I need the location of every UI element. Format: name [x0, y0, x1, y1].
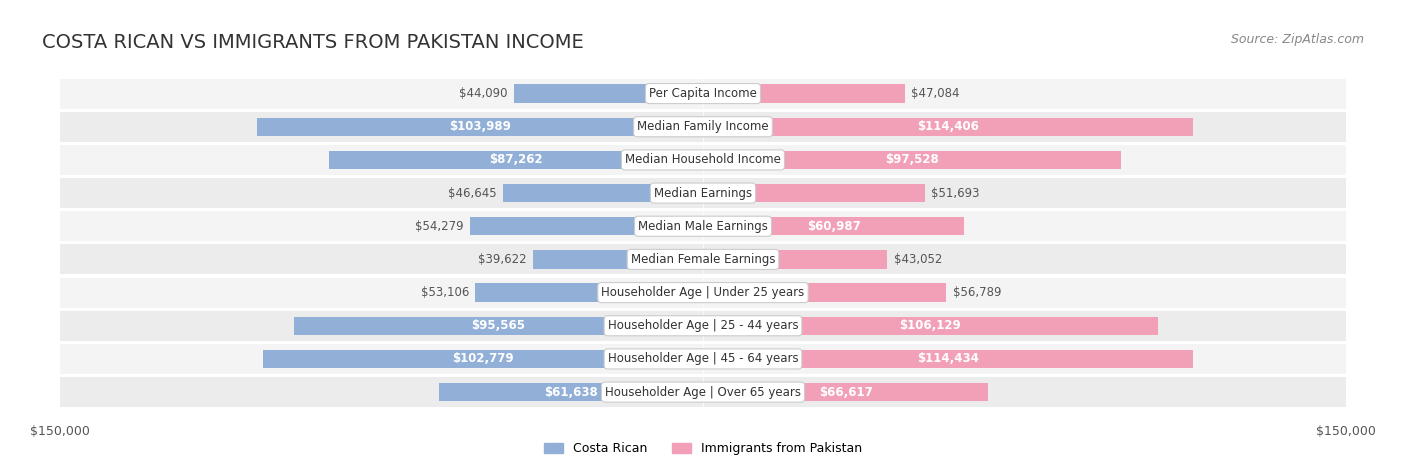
Text: $47,084: $47,084: [911, 87, 960, 100]
Text: $114,406: $114,406: [917, 120, 979, 133]
Text: Median Female Earnings: Median Female Earnings: [631, 253, 775, 266]
Text: $87,262: $87,262: [489, 154, 543, 166]
FancyBboxPatch shape: [60, 245, 1346, 274]
Text: $43,052: $43,052: [894, 253, 942, 266]
Text: Median Male Earnings: Median Male Earnings: [638, 220, 768, 233]
Text: $102,779: $102,779: [451, 353, 513, 366]
FancyBboxPatch shape: [60, 145, 1346, 175]
FancyBboxPatch shape: [60, 278, 1346, 308]
Bar: [703, 217, 965, 235]
Text: Per Capita Income: Per Capita Income: [650, 87, 756, 100]
Bar: [515, 85, 703, 103]
Text: $39,622: $39,622: [478, 253, 527, 266]
Bar: [471, 217, 703, 235]
Text: Source: ZipAtlas.com: Source: ZipAtlas.com: [1230, 33, 1364, 46]
Legend: Costa Rican, Immigrants from Pakistan: Costa Rican, Immigrants from Pakistan: [538, 437, 868, 460]
Text: $46,645: $46,645: [449, 187, 496, 199]
Bar: [257, 118, 703, 136]
FancyBboxPatch shape: [60, 112, 1346, 142]
Text: $53,106: $53,106: [420, 286, 470, 299]
Bar: [703, 85, 904, 103]
Text: $51,693: $51,693: [931, 187, 980, 199]
Text: $60,987: $60,987: [807, 220, 860, 233]
Bar: [703, 118, 1194, 136]
Text: Householder Age | 45 - 64 years: Householder Age | 45 - 64 years: [607, 353, 799, 366]
Text: Median Household Income: Median Household Income: [626, 154, 780, 166]
FancyBboxPatch shape: [60, 311, 1346, 341]
Text: $66,617: $66,617: [818, 386, 873, 399]
Bar: [703, 350, 1194, 368]
Bar: [703, 151, 1121, 169]
Text: $54,279: $54,279: [415, 220, 464, 233]
Bar: [703, 383, 988, 401]
Text: $103,989: $103,989: [450, 120, 512, 133]
Bar: [439, 383, 703, 401]
Text: $44,090: $44,090: [460, 87, 508, 100]
FancyBboxPatch shape: [60, 78, 1346, 108]
FancyBboxPatch shape: [60, 344, 1346, 374]
Bar: [294, 317, 703, 335]
Text: $97,528: $97,528: [884, 154, 939, 166]
Bar: [703, 283, 946, 302]
Bar: [263, 350, 703, 368]
Text: Householder Age | Over 65 years: Householder Age | Over 65 years: [605, 386, 801, 399]
Text: Median Family Income: Median Family Income: [637, 120, 769, 133]
Text: $95,565: $95,565: [471, 319, 526, 332]
Text: $56,789: $56,789: [953, 286, 1001, 299]
FancyBboxPatch shape: [60, 212, 1346, 241]
Bar: [703, 317, 1157, 335]
FancyBboxPatch shape: [60, 178, 1346, 208]
Bar: [475, 283, 703, 302]
Text: $114,434: $114,434: [917, 353, 979, 366]
Bar: [703, 250, 887, 269]
Text: Householder Age | Under 25 years: Householder Age | Under 25 years: [602, 286, 804, 299]
Bar: [329, 151, 703, 169]
FancyBboxPatch shape: [60, 377, 1346, 407]
Bar: [703, 184, 925, 202]
Text: $61,638: $61,638: [544, 386, 598, 399]
Text: $106,129: $106,129: [900, 319, 962, 332]
Text: Householder Age | 25 - 44 years: Householder Age | 25 - 44 years: [607, 319, 799, 332]
Text: COSTA RICAN VS IMMIGRANTS FROM PAKISTAN INCOME: COSTA RICAN VS IMMIGRANTS FROM PAKISTAN …: [42, 33, 583, 52]
Bar: [533, 250, 703, 269]
Bar: [503, 184, 703, 202]
Text: Median Earnings: Median Earnings: [654, 187, 752, 199]
